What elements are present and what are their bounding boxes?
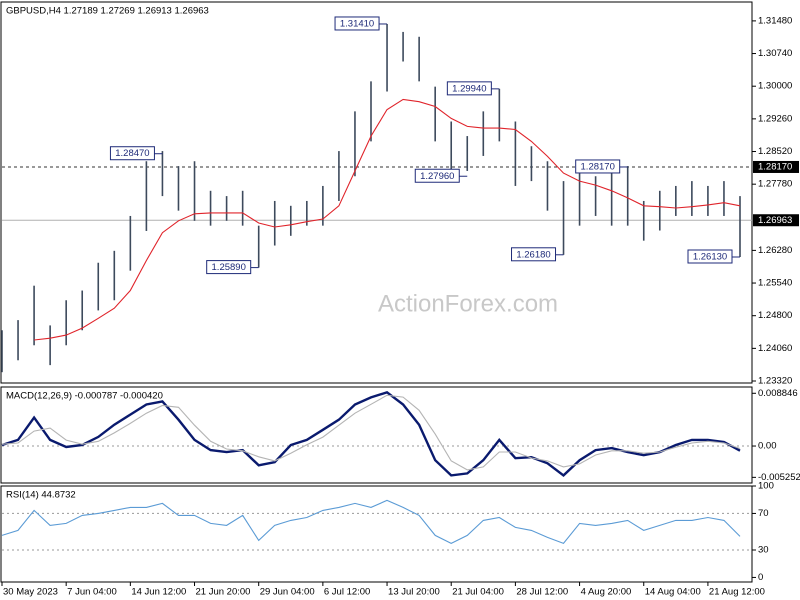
annotation-label: 1.28170 xyxy=(581,161,615,172)
annotation-box xyxy=(575,159,621,174)
y-tick-label: 1.24800 xyxy=(758,310,792,321)
y-tick-label: 1.31480 xyxy=(758,15,792,26)
annotation-box xyxy=(446,81,492,96)
x-tick-label: 21 Aug 12:00 xyxy=(709,587,765,598)
series-line xyxy=(1,394,741,471)
pane-frame xyxy=(0,485,753,583)
annotation-label: 1.26180 xyxy=(516,249,550,260)
y-tick-label: 1.26280 xyxy=(758,245,792,256)
pane-frame xyxy=(0,386,753,484)
annotation-box xyxy=(334,16,380,31)
y-tick-label: 70 xyxy=(758,508,769,519)
x-tick-label: 29 Jun 04:00 xyxy=(260,587,315,598)
x-tick-label: 21 Jul 04:00 xyxy=(452,587,504,598)
y-tick-label: 1.29260 xyxy=(758,113,792,124)
annotation-label: 1.27960 xyxy=(420,171,454,182)
y-tick-label: 1.23320 xyxy=(758,376,792,387)
y-tick-label: 1.25540 xyxy=(758,278,792,289)
pane-title: GBPUSD,H4 1.27189 1.27269 1.26913 1.2696… xyxy=(6,6,209,17)
series-line xyxy=(1,390,741,477)
series-line xyxy=(34,98,741,341)
series-line xyxy=(1,499,741,545)
x-tick-label: 21 Jun 20:00 xyxy=(196,587,251,598)
x-tick-label: 14 Jun 12:00 xyxy=(131,587,186,598)
annotation-box xyxy=(109,146,155,161)
y-tick-label: 1.30740 xyxy=(758,48,792,59)
y-tick-label: 1.30000 xyxy=(758,81,792,92)
level-label: 1.26963 xyxy=(758,215,792,226)
pane-frame xyxy=(0,1,753,384)
level-label: 1.28170 xyxy=(758,161,792,172)
y-tick-label: 0.008846 xyxy=(758,388,798,399)
y-tick-label: 1.24060 xyxy=(758,343,792,354)
x-tick-label: 7 Jun 04:00 xyxy=(67,587,117,598)
x-tick-label: 13 Jul 20:00 xyxy=(388,587,440,598)
x-tick-label: 4 Aug 20:00 xyxy=(581,587,632,598)
y-tick-label: -0.005252 xyxy=(758,472,800,483)
x-tick-label: 28 Jul 12:00 xyxy=(516,587,568,598)
x-tick-label: 14 Aug 04:00 xyxy=(645,587,701,598)
annotation-box xyxy=(687,249,733,264)
annotation-label: 1.29940 xyxy=(452,83,486,94)
y-tick-label: 0 xyxy=(758,572,763,583)
level-tag xyxy=(753,160,799,173)
y-tick-label: 100 xyxy=(758,481,774,492)
annotation-label: 1.31410 xyxy=(340,18,374,29)
y-tick-label: 1.27780 xyxy=(758,179,792,190)
annotation-box xyxy=(206,260,252,275)
watermark: ActionForex.com xyxy=(378,290,558,317)
annotation-label: 1.26130 xyxy=(693,252,727,263)
x-tick-label: 30 May 2023 xyxy=(3,587,58,598)
y-tick-label: 30 xyxy=(758,545,769,556)
annotation-label: 1.28470 xyxy=(115,148,149,159)
x-tick-label: 6 Jul 12:00 xyxy=(324,587,370,598)
annotation-box xyxy=(414,168,460,183)
annotation-label: 1.25890 xyxy=(212,262,246,273)
level-tag xyxy=(753,214,799,227)
pane-title: RSI(14) 44.8732 xyxy=(6,490,76,501)
annotation-box xyxy=(511,247,557,262)
y-tick-label: 0.00 xyxy=(758,441,777,452)
pane-title: MACD(12,26,9) -0.000787 -0.000420 xyxy=(6,391,163,402)
y-tick-label: 1.28520 xyxy=(758,146,792,157)
